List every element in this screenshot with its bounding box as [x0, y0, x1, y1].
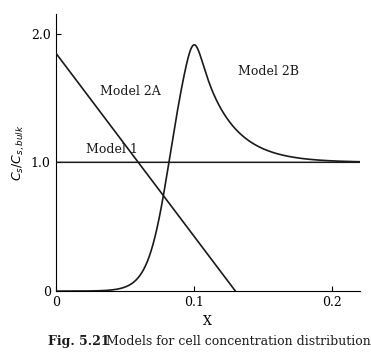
- Text: Model 2A: Model 2A: [100, 85, 161, 98]
- Text: Fig. 5.21: Fig. 5.21: [48, 335, 110, 348]
- Text: Models for cell concentration distribution: Models for cell concentration distributi…: [98, 335, 371, 348]
- Text: Model 1: Model 1: [86, 143, 138, 156]
- X-axis label: X: X: [203, 315, 212, 328]
- Y-axis label: $C_s/C_{s,bulk}$: $C_s/C_{s,bulk}$: [10, 124, 27, 181]
- Text: Model 2B: Model 2B: [238, 65, 299, 78]
